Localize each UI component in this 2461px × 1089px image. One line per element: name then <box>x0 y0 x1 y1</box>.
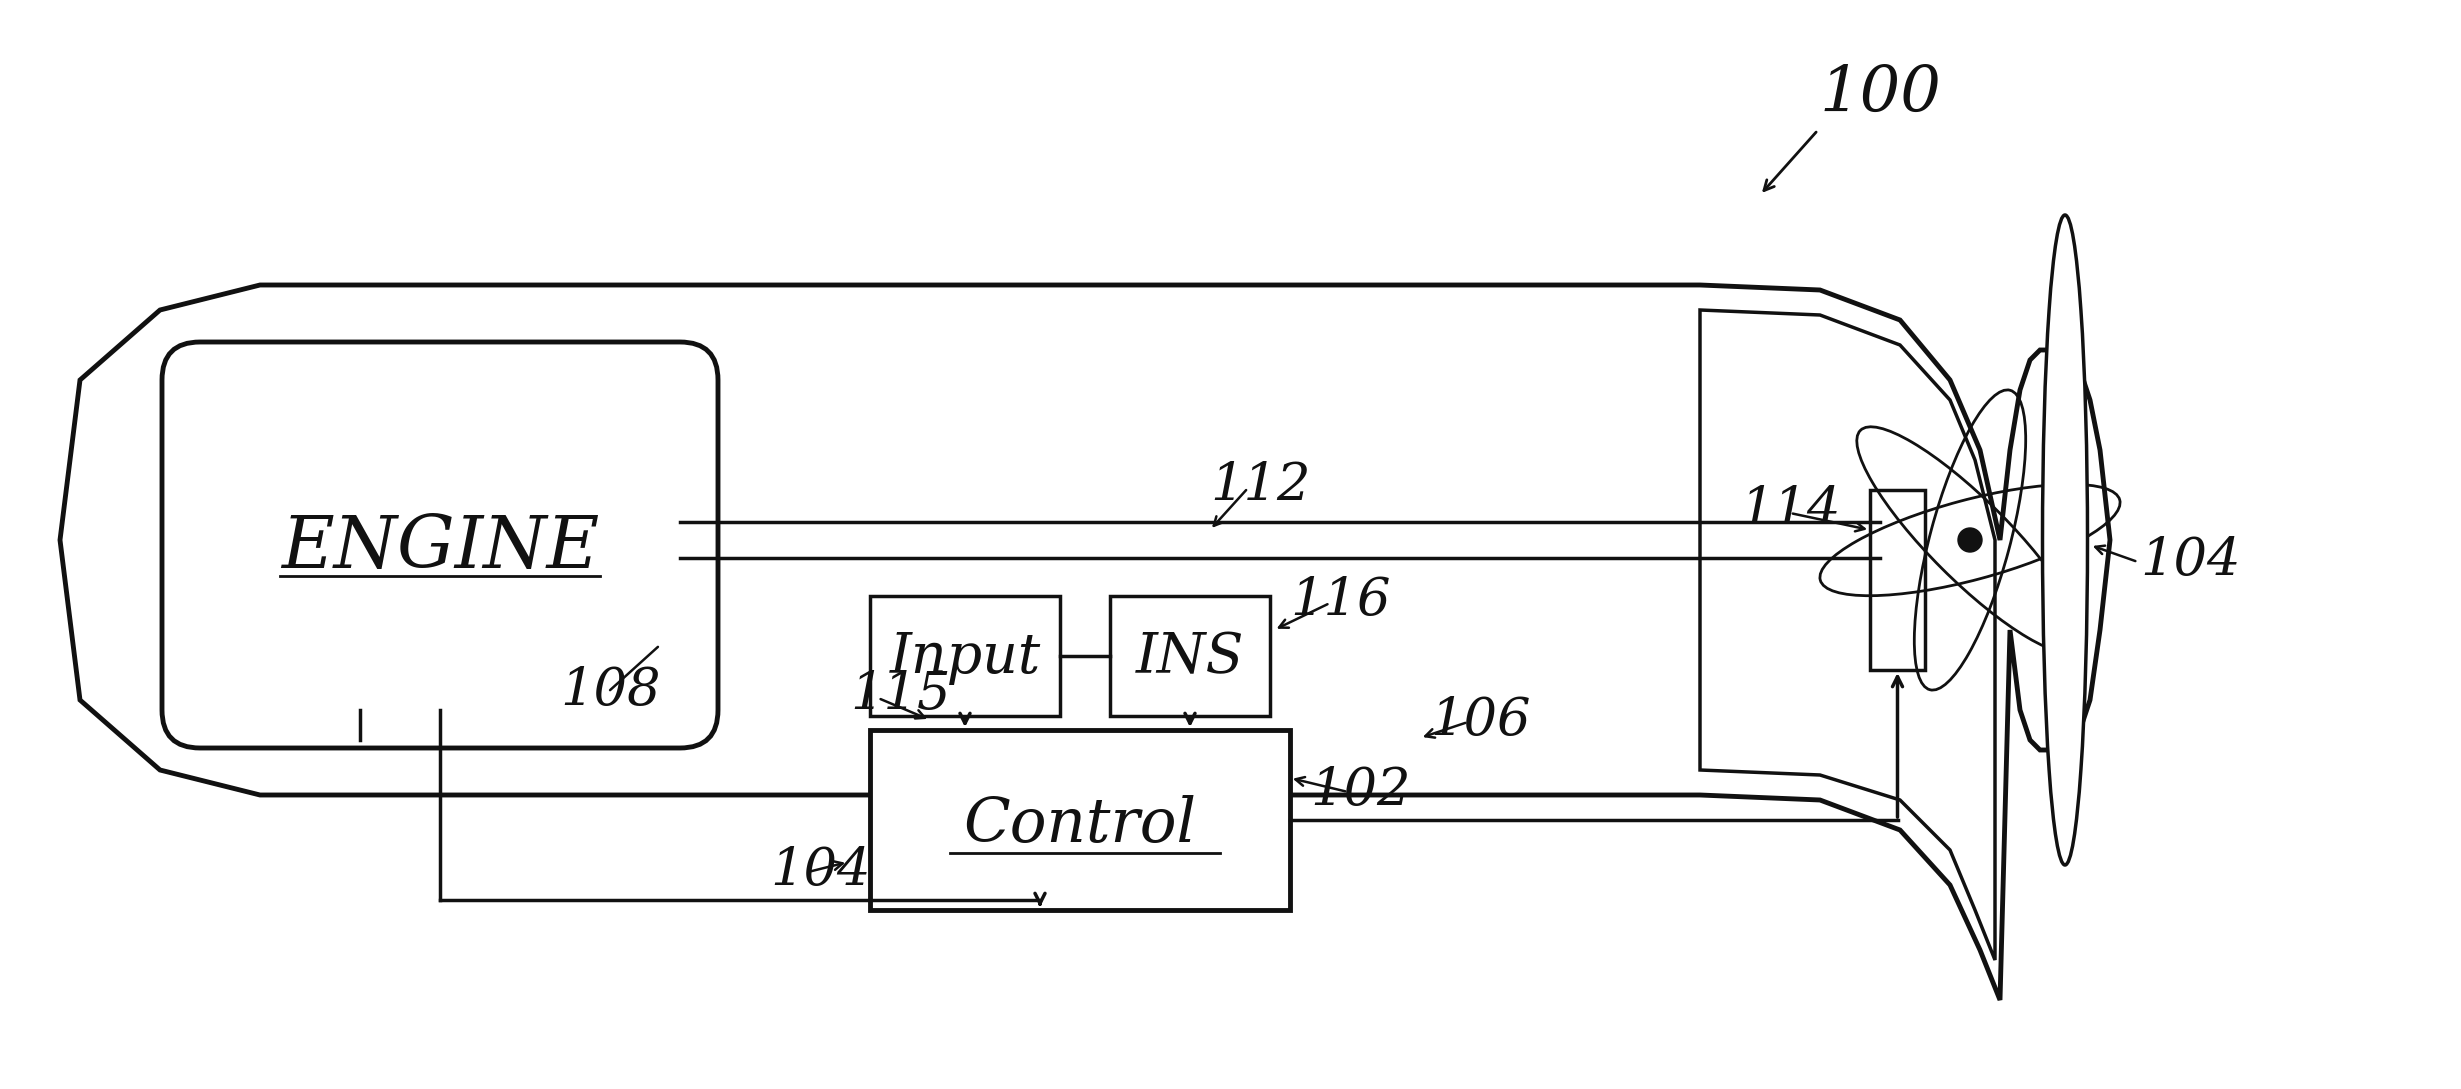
Text: ENGINE: ENGINE <box>281 513 598 584</box>
Ellipse shape <box>2043 215 2087 865</box>
Text: INS: INS <box>1135 631 1245 685</box>
Bar <box>871 730 1290 910</box>
Text: 114: 114 <box>1740 485 1841 536</box>
Text: Input: Input <box>888 631 1041 685</box>
FancyBboxPatch shape <box>162 342 719 748</box>
Text: 115: 115 <box>849 670 950 721</box>
Bar <box>1110 596 1270 715</box>
Text: 104: 104 <box>770 844 871 895</box>
Circle shape <box>1959 528 1981 552</box>
Text: 102: 102 <box>1309 764 1410 816</box>
Text: 116: 116 <box>1290 575 1390 625</box>
Text: 104: 104 <box>2141 535 2240 586</box>
Text: 106: 106 <box>1430 695 1531 746</box>
Bar <box>1870 490 1925 670</box>
Text: Control: Control <box>965 795 1196 855</box>
Bar <box>871 596 1061 715</box>
Text: 108: 108 <box>561 664 660 715</box>
Text: 112: 112 <box>1211 460 1312 511</box>
PathPatch shape <box>59 285 2109 1000</box>
Text: 100: 100 <box>1821 64 1942 126</box>
